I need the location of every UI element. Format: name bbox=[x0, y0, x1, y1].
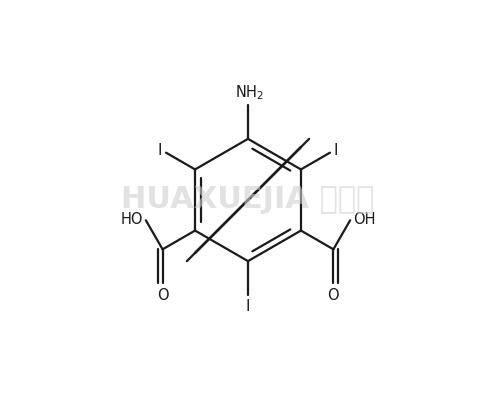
Text: O: O bbox=[327, 288, 339, 302]
Text: NH$_2$: NH$_2$ bbox=[236, 84, 264, 102]
Text: I: I bbox=[246, 299, 250, 314]
Text: HUAXUEJIA 化学加: HUAXUEJIA 化学加 bbox=[122, 186, 374, 214]
Text: HO: HO bbox=[120, 212, 143, 226]
Text: OH: OH bbox=[353, 212, 376, 226]
Text: O: O bbox=[157, 288, 169, 302]
Text: I: I bbox=[158, 143, 162, 158]
Text: I: I bbox=[334, 143, 338, 158]
